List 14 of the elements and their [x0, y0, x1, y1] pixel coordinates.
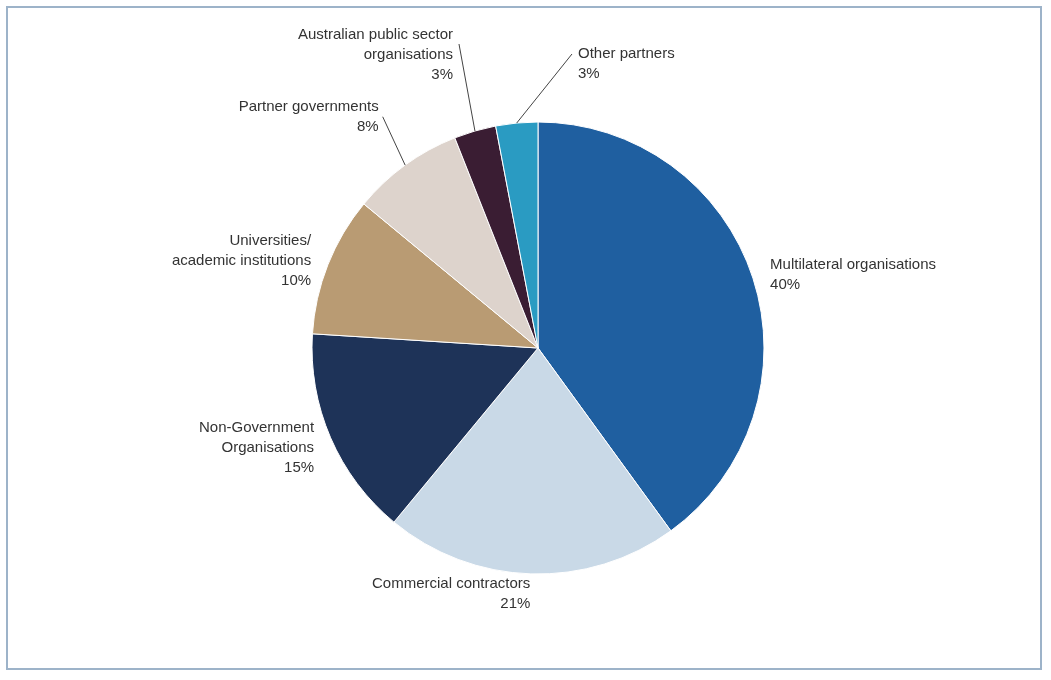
data-label: 3% — [578, 64, 600, 81]
slice-label: Commercial contractors — [371, 573, 531, 591]
slice-label: Non-Government Organisations — [199, 417, 315, 455]
slice-label: Universities/ academic institutions — [171, 231, 312, 269]
slice-label: Other partners — [578, 44, 675, 61]
data-label: 21% — [500, 593, 531, 611]
data-label: 15% — [284, 457, 315, 475]
data-label: 8% — [357, 116, 379, 134]
slice-label: Partner governments — [238, 96, 379, 114]
data-label: 40% — [770, 274, 801, 292]
data-label: 3% — [431, 65, 453, 82]
slice-label: Australian public sector organisations — [297, 25, 453, 62]
slice-label: Multilateral organisations — [770, 254, 936, 272]
data-label: 10% — [281, 271, 312, 289]
